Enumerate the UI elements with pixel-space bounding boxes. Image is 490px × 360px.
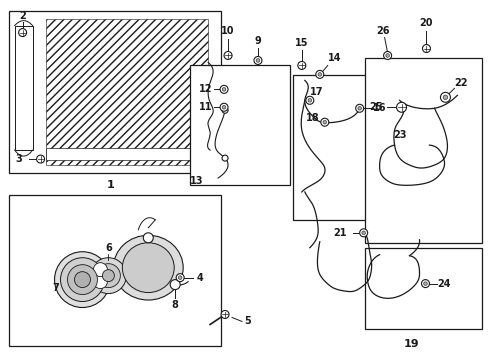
Ellipse shape — [396, 102, 407, 112]
Ellipse shape — [256, 59, 260, 62]
Bar — [15, 26, 33, 150]
Text: 6: 6 — [105, 243, 112, 253]
Ellipse shape — [384, 51, 392, 59]
Ellipse shape — [74, 272, 91, 288]
Ellipse shape — [170, 280, 180, 289]
Ellipse shape — [318, 73, 321, 76]
Ellipse shape — [94, 275, 107, 289]
Bar — [293, 75, 408, 220]
Ellipse shape — [443, 95, 448, 100]
Ellipse shape — [422, 45, 431, 53]
Ellipse shape — [68, 265, 98, 294]
Ellipse shape — [220, 85, 228, 93]
Text: 24: 24 — [438, 279, 451, 289]
Ellipse shape — [94, 263, 107, 276]
Text: 14: 14 — [328, 54, 342, 63]
Text: 1: 1 — [106, 180, 114, 190]
Ellipse shape — [386, 54, 390, 57]
Ellipse shape — [91, 258, 126, 293]
Ellipse shape — [321, 118, 329, 126]
Ellipse shape — [97, 264, 121, 288]
Ellipse shape — [222, 155, 228, 161]
Bar — [9, 195, 221, 346]
Text: 7: 7 — [52, 283, 59, 293]
Text: 3: 3 — [15, 154, 22, 164]
Ellipse shape — [54, 252, 110, 307]
Ellipse shape — [221, 310, 229, 319]
Bar — [46, 148, 208, 160]
Ellipse shape — [222, 105, 226, 109]
Ellipse shape — [122, 243, 174, 293]
Text: 20: 20 — [420, 18, 433, 28]
Text: 8: 8 — [172, 300, 179, 310]
Ellipse shape — [308, 99, 312, 102]
Text: 16: 16 — [373, 103, 387, 113]
Bar — [365, 248, 482, 329]
Text: 12: 12 — [199, 84, 213, 94]
Text: 25: 25 — [369, 102, 382, 112]
Ellipse shape — [176, 274, 184, 282]
Text: 13: 13 — [191, 176, 204, 186]
Ellipse shape — [306, 96, 314, 104]
Ellipse shape — [222, 107, 228, 113]
Ellipse shape — [424, 282, 427, 285]
Text: 26: 26 — [376, 26, 390, 36]
Ellipse shape — [143, 233, 153, 243]
Ellipse shape — [421, 280, 429, 288]
Ellipse shape — [19, 28, 26, 37]
Ellipse shape — [358, 107, 362, 110]
Text: 2: 2 — [19, 11, 26, 21]
Text: 9: 9 — [255, 36, 261, 46]
Ellipse shape — [362, 231, 366, 235]
Bar — [9, 11, 221, 173]
Ellipse shape — [356, 104, 364, 112]
Ellipse shape — [220, 103, 228, 111]
Ellipse shape — [316, 71, 324, 78]
Text: 11: 11 — [199, 102, 213, 112]
Ellipse shape — [224, 51, 232, 59]
Ellipse shape — [61, 258, 104, 302]
Ellipse shape — [360, 229, 368, 237]
Ellipse shape — [178, 276, 182, 279]
Bar — [190, 66, 290, 185]
Text: 23: 23 — [393, 130, 406, 140]
Bar — [46, 19, 208, 165]
Ellipse shape — [254, 57, 262, 64]
Text: 22: 22 — [455, 78, 468, 88]
Text: 21: 21 — [333, 228, 346, 238]
Text: 10: 10 — [221, 26, 235, 36]
Ellipse shape — [37, 155, 45, 163]
Ellipse shape — [298, 62, 306, 69]
Text: 5: 5 — [245, 316, 251, 327]
Text: 4: 4 — [197, 273, 203, 283]
Text: 19: 19 — [404, 339, 419, 349]
Ellipse shape — [102, 270, 114, 282]
Ellipse shape — [222, 87, 226, 91]
Text: 18: 18 — [306, 113, 319, 123]
Text: 15: 15 — [295, 37, 309, 48]
Bar — [365, 58, 482, 243]
Ellipse shape — [323, 121, 326, 124]
Ellipse shape — [113, 235, 183, 300]
Ellipse shape — [441, 92, 450, 102]
Text: 17: 17 — [310, 87, 323, 97]
